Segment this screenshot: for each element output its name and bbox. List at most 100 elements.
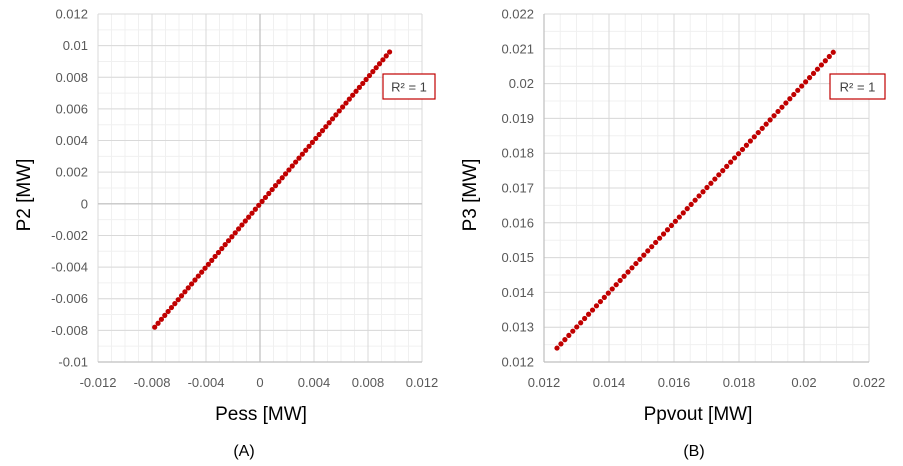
y-tick-label: 0.008 xyxy=(55,70,88,85)
scatter-point xyxy=(356,84,362,90)
scatter-point xyxy=(554,345,560,351)
scatter-point xyxy=(700,189,706,195)
scatter-point xyxy=(219,245,225,252)
y-tick-label: 0.021 xyxy=(501,41,534,56)
scatter-point xyxy=(649,244,655,250)
scatter-point xyxy=(343,100,349,106)
scatter-point xyxy=(303,147,309,153)
scatter-point xyxy=(313,135,319,142)
r2-annotation-box-b xyxy=(829,73,886,100)
scatter-point xyxy=(822,58,828,64)
scatter-point xyxy=(716,172,722,178)
scatter-point xyxy=(370,69,376,75)
y-tick-label: 0.006 xyxy=(55,101,88,116)
x-tick-label: 0.016 xyxy=(658,375,691,390)
scatter-point xyxy=(209,257,215,263)
scatter-point xyxy=(316,131,322,138)
x-tick-label: 0.022 xyxy=(853,375,886,390)
x-tick-labels-a: -0.012 -0.008 -0.004 0 0.004 0.008 0.012 xyxy=(80,375,439,390)
scatter-point xyxy=(755,129,761,136)
scatter-point xyxy=(269,186,275,193)
scatter-point xyxy=(333,112,339,118)
scatter-point xyxy=(272,183,279,189)
scatter-point xyxy=(814,66,821,72)
y-tick-label: 0.012 xyxy=(501,355,534,370)
scatter-series-a xyxy=(152,49,393,330)
scatter-point xyxy=(566,332,572,339)
x-tick-label: 0 xyxy=(256,375,263,390)
scatter-point xyxy=(724,163,730,169)
x-tick-label: 0.018 xyxy=(723,375,756,390)
scatter-point xyxy=(212,253,218,260)
scatter-point xyxy=(783,100,789,106)
scatter-point xyxy=(791,91,797,98)
scatter-point xyxy=(767,117,773,123)
y-tick-label: 0.017 xyxy=(501,181,534,196)
x-tick-label: 0.014 xyxy=(593,375,626,390)
scatter-point xyxy=(633,260,639,267)
scatter-point xyxy=(597,298,604,305)
scatter-point xyxy=(621,273,627,279)
scatter-point xyxy=(637,256,643,262)
r2-annotation-box-a xyxy=(382,73,436,100)
y-tick-label: 0.014 xyxy=(501,285,534,300)
scatter-point xyxy=(249,210,255,216)
scatter-point xyxy=(830,49,836,55)
scatter-point xyxy=(319,128,326,134)
scatter-point xyxy=(336,108,342,114)
y-tick-label: -0.006 xyxy=(51,291,88,306)
scatter-point xyxy=(229,234,235,240)
y-tick-label: -0.008 xyxy=(51,323,88,338)
scatter-point xyxy=(692,197,698,203)
scatter-point xyxy=(672,218,678,224)
y-tick-labels-a: -0.01 -0.008 -0.006 -0.004 -0.002 0 0.002 0.004… xyxy=(51,7,88,370)
scatter-point xyxy=(202,265,208,271)
y-tick-label: 0.015 xyxy=(501,250,534,265)
scatter-point xyxy=(350,92,356,98)
scatter-point xyxy=(708,180,714,186)
scatter-point xyxy=(323,124,329,130)
scatter-point xyxy=(376,61,383,67)
scatter-point xyxy=(360,80,366,87)
scatter-point xyxy=(152,324,158,330)
scatter-point xyxy=(185,285,191,291)
r2-annotation-b: R² = 1 xyxy=(840,80,876,95)
scatter-point xyxy=(787,96,793,102)
chart-panel-a: -0.012 -0.008 -0.004 0 0.004 0.008 0.012 -0.01… xyxy=(14,7,438,461)
scatter-point xyxy=(680,210,686,216)
scatter-point xyxy=(751,134,757,140)
scatter-point xyxy=(585,311,592,317)
scatter-point xyxy=(629,265,635,271)
scatter-point xyxy=(215,249,222,256)
scatter-point xyxy=(731,155,738,161)
x-axis-title-a: Pess [MW] xyxy=(215,404,307,425)
y-axis-title-a: P2 [MW] xyxy=(14,159,35,232)
scatter-point xyxy=(162,312,168,319)
scatter-point xyxy=(688,201,694,208)
scatter-point xyxy=(660,231,667,237)
y-tick-label: 0 xyxy=(81,196,88,211)
scatter-point xyxy=(645,248,651,254)
scatter-point xyxy=(235,226,242,232)
y-tick-label: -0.002 xyxy=(51,228,88,243)
scatter-point xyxy=(803,79,809,85)
x-tick-label: 0.004 xyxy=(298,375,331,390)
y-tick-label: -0.004 xyxy=(51,260,88,275)
x-tick-label: 0.012 xyxy=(406,375,439,390)
scatter-point xyxy=(562,337,568,343)
y-tick-label: -0.01 xyxy=(58,355,88,370)
scatter-point xyxy=(363,76,369,83)
scatter-point xyxy=(182,289,188,295)
scatter-point xyxy=(279,175,285,181)
scatter-point xyxy=(189,281,195,287)
scatter-point xyxy=(818,62,825,68)
scatter-point xyxy=(653,239,659,246)
y-tick-label: 0.013 xyxy=(501,320,534,335)
scatter-point xyxy=(589,307,596,313)
scatter-point xyxy=(373,65,379,71)
scatter-point xyxy=(601,294,607,300)
scatter-point xyxy=(720,168,726,174)
scatter-point xyxy=(613,282,619,288)
scatter-point xyxy=(175,297,181,303)
scatter-point xyxy=(712,176,718,182)
